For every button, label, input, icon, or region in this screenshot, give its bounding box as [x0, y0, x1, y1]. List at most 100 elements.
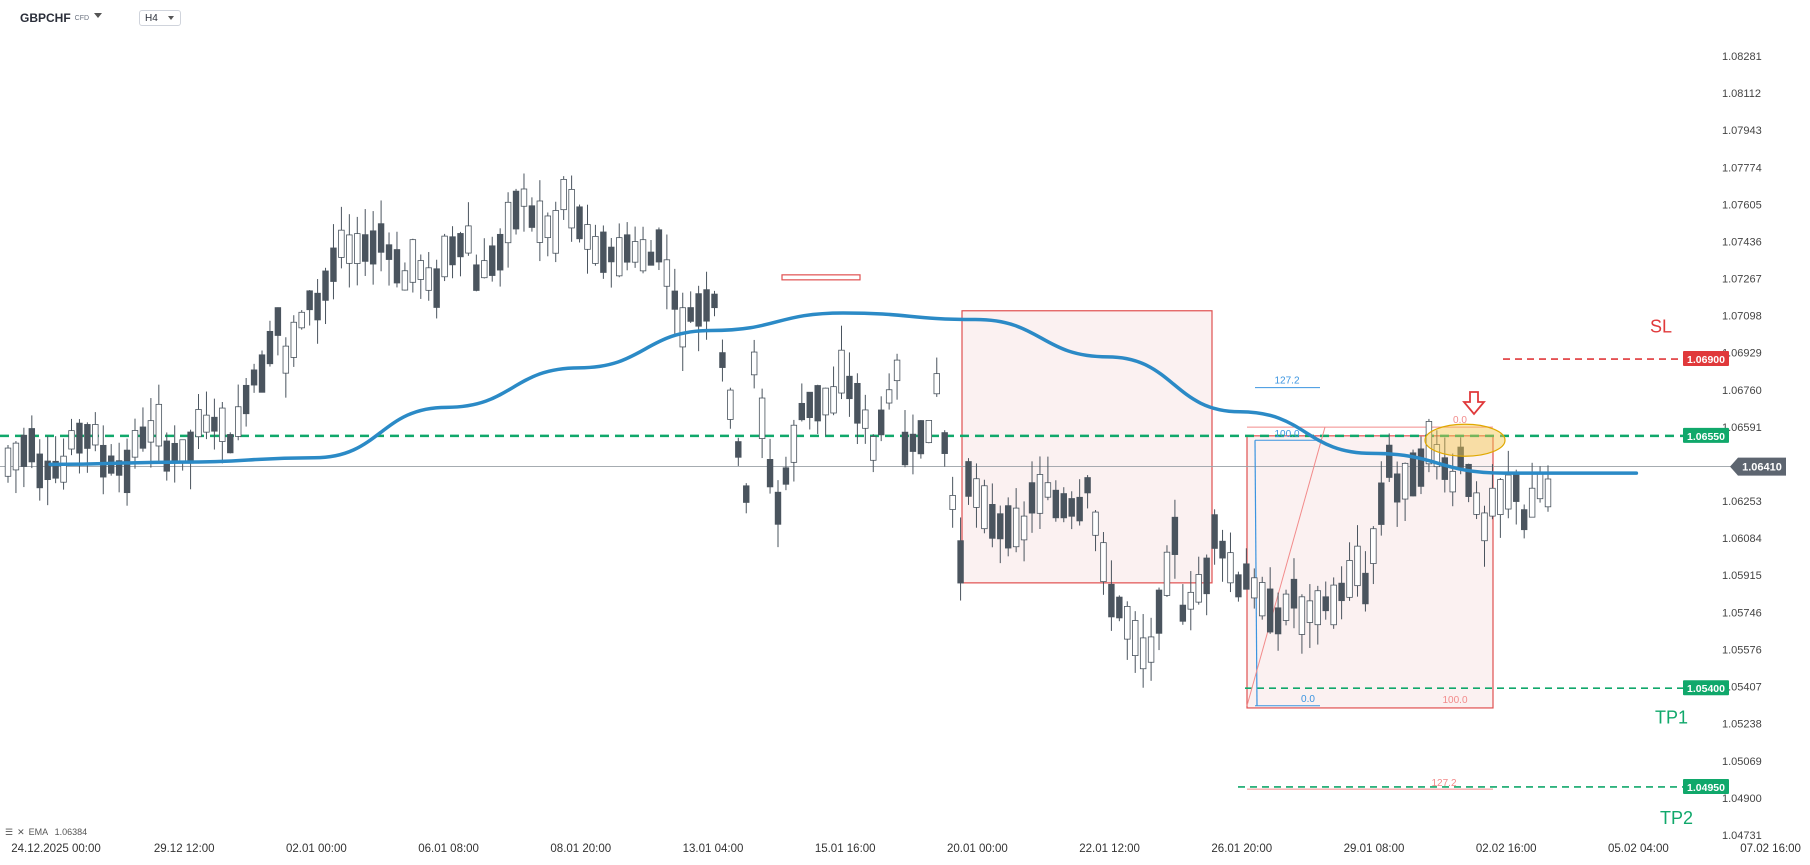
- candle: [1481, 512, 1488, 542]
- candle: [1386, 444, 1393, 478]
- candle: [282, 345, 290, 374]
- tp2-price-tag: [1683, 778, 1729, 794]
- y-tick-label: 1.08281: [1722, 51, 1762, 63]
- candle: [687, 307, 694, 322]
- candle: [1330, 584, 1337, 626]
- candle: [1203, 557, 1210, 595]
- candle: [1155, 589, 1163, 634]
- symbol-selector[interactable]: GBPCHF CFD: [20, 11, 89, 25]
- candle: [917, 420, 925, 455]
- candle: [870, 436, 877, 461]
- candle: [211, 416, 218, 432]
- candle: [663, 259, 671, 287]
- x-tick-label: 02.01 00:00: [286, 843, 347, 855]
- candle: [1124, 606, 1131, 640]
- candle: [1108, 583, 1115, 618]
- tp1-label: TP1: [1655, 707, 1688, 727]
- candle: [711, 293, 718, 309]
- candle: [1084, 477, 1091, 494]
- indicator-name: EMA: [28, 827, 49, 837]
- candle: [314, 292, 321, 321]
- candle: [600, 231, 607, 273]
- candle: [465, 225, 472, 254]
- candle: [76, 422, 83, 454]
- candle: [1346, 560, 1353, 598]
- candle: [846, 375, 853, 400]
- timeframe-select[interactable]: H4: [139, 10, 181, 26]
- candle: [1282, 593, 1290, 621]
- candle: [258, 354, 266, 393]
- candle: [28, 428, 36, 463]
- candle: [1370, 528, 1377, 564]
- candle: [584, 224, 591, 250]
- tp1-price-tag-label: 1.05400: [1687, 683, 1725, 695]
- ema-line: [48, 311, 1639, 475]
- x-tick-label: 05.02 04:00: [1608, 843, 1669, 855]
- x-axis: 24.12.2025 00:00 29.12 12:00 02.01 00:00 06…: [11, 843, 1801, 855]
- candle: [115, 460, 123, 476]
- candle: [354, 233, 361, 264]
- candle: [489, 245, 496, 276]
- candle: [1449, 470, 1456, 493]
- list-icon[interactable]: ☰: [5, 827, 14, 837]
- candle: [441, 235, 448, 278]
- x-tick-label: 24.12.2025 00:00: [11, 843, 101, 855]
- candle: [822, 387, 829, 416]
- tp2-label: TP2: [1660, 808, 1693, 828]
- candle: [909, 433, 917, 452]
- candle: [719, 352, 726, 368]
- candle: [369, 230, 377, 265]
- candle: [1211, 514, 1218, 549]
- y-tick-label: 1.07267: [1722, 274, 1762, 286]
- candle: [1401, 462, 1409, 500]
- candle: [1187, 591, 1194, 610]
- timeframe-value: H4: [145, 13, 158, 24]
- candle: [433, 268, 440, 308]
- candle: [473, 264, 480, 291]
- candle: [1116, 596, 1123, 619]
- candle: [274, 307, 282, 336]
- candle: [949, 495, 956, 510]
- candle: [1036, 474, 1044, 514]
- candle: [735, 441, 742, 458]
- candle: [798, 402, 806, 421]
- x-tick-label: 26.01 20:00: [1211, 843, 1272, 855]
- fib-label: 127.2: [1431, 778, 1456, 789]
- x-tick-label: 07.02 16:00: [1740, 843, 1801, 855]
- y-tick-label: 1.04900: [1722, 793, 1762, 805]
- candle: [401, 270, 409, 291]
- candle: [1489, 487, 1496, 517]
- candle: [750, 351, 758, 376]
- entry-price-tag-label: 1.06550: [1687, 431, 1725, 443]
- chevron-down-icon[interactable]: [94, 13, 102, 18]
- candle: [1195, 574, 1202, 603]
- fib-trend-line: [1246, 426, 1326, 706]
- candle: [100, 444, 107, 478]
- candle: [1251, 577, 1258, 599]
- candle: [235, 406, 242, 437]
- symbol-name: GBPCHF: [20, 11, 71, 25]
- candle: [60, 455, 67, 483]
- candle: [187, 431, 194, 464]
- candle: [139, 426, 147, 449]
- candle: [536, 200, 544, 243]
- indicator-value: 1.06384: [54, 827, 88, 837]
- candle: [1409, 452, 1417, 497]
- x-tick-label: 29.01 08:00: [1344, 843, 1405, 855]
- candle: [219, 407, 226, 442]
- fib-label: 0.0: [1453, 415, 1467, 426]
- candle: [203, 414, 210, 433]
- candle: [1052, 489, 1060, 519]
- candle: [322, 270, 329, 301]
- y-axis: 1.08281 1.08112 1.07943 1.07774 1.07605 1.074…: [1722, 51, 1762, 842]
- candle: [885, 389, 893, 404]
- y-tick-label: 1.06929: [1722, 348, 1762, 360]
- candle: [1005, 505, 1012, 549]
- candle: [1425, 421, 1433, 465]
- close-icon[interactable]: ✕: [17, 827, 25, 837]
- sl-price-tag-label: 1.06900: [1687, 354, 1725, 366]
- candle: [1044, 482, 1052, 498]
- y-tick-label: 1.06084: [1722, 533, 1762, 545]
- candle: [457, 233, 464, 258]
